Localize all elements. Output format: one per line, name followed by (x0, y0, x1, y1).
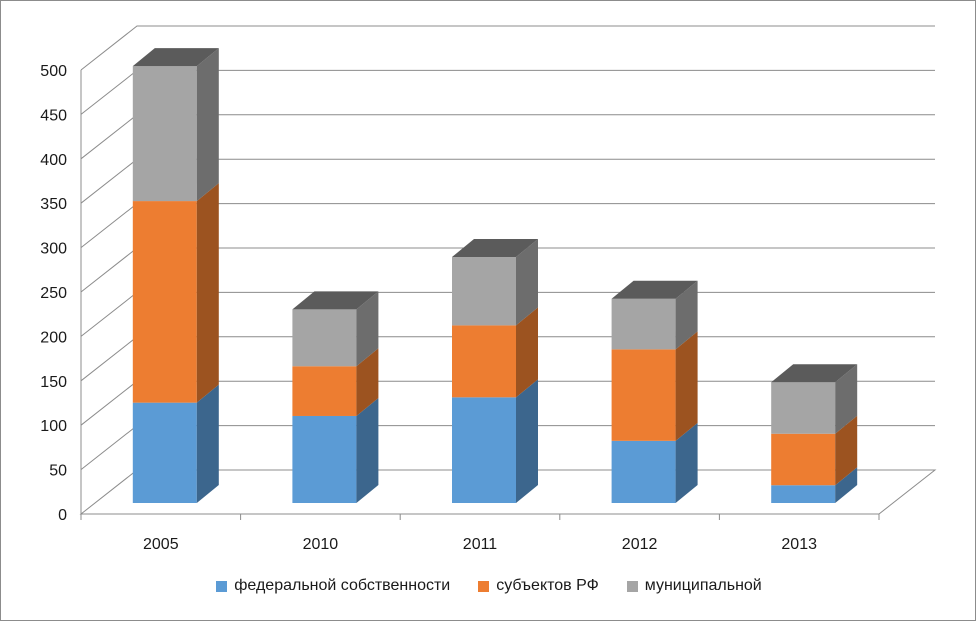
bar-segment (452, 397, 516, 503)
y-tick-label: 500 (40, 63, 67, 80)
y-tick-label: 50 (49, 463, 67, 480)
bar-segment (771, 433, 836, 486)
bar-segment-side (835, 364, 858, 434)
bar-top (611, 280, 698, 299)
y-tick-label: 450 (40, 107, 67, 124)
chart-legend: федеральной собственности субъектов РФ м… (1, 577, 976, 595)
bar-top (292, 291, 379, 310)
bar-segment (611, 298, 676, 350)
x-tick-label: 2011 (463, 536, 498, 553)
x-tick-label: 2010 (303, 536, 339, 553)
bar-segment (292, 309, 357, 367)
bar-segment (452, 325, 516, 398)
bar-segment-side (356, 397, 379, 503)
y-tick-label: 100 (40, 418, 67, 435)
bar-segment (292, 366, 357, 416)
y-tick-label: 350 (40, 196, 67, 213)
legend-item-subjects: субъектов РФ (478, 577, 599, 595)
legend-label-subjects: субъектов РФ (496, 577, 599, 594)
bar-segment (132, 201, 197, 403)
bar-segment (452, 257, 516, 326)
bar-segment-side (196, 48, 219, 202)
legend-swatch-subjects (478, 580, 490, 592)
bar-segment-side (356, 291, 379, 367)
bar-segment-side (356, 348, 379, 416)
legend-item-federal: федеральной собственности (216, 577, 450, 595)
legend-swatch-federal (216, 580, 228, 592)
bar-segment (771, 382, 836, 434)
bar-top (452, 239, 538, 258)
y-tick-label: 200 (40, 329, 67, 346)
legend-swatch-municipal (626, 580, 638, 592)
bar-segment-side (675, 422, 698, 503)
gridline (80, 25, 935, 71)
bar-segment-side (196, 384, 219, 503)
bar-segment-side (516, 307, 538, 398)
bar-segment-side (675, 280, 698, 350)
bar-segment-side (835, 415, 858, 486)
y-tick-label: 150 (40, 374, 67, 391)
bar-top (771, 364, 858, 383)
bar-segment (771, 485, 836, 503)
bar-segment-side (516, 239, 538, 326)
x-tick-label: 2012 (622, 536, 658, 553)
bar-top (132, 48, 219, 67)
y-tick-label: 250 (40, 285, 67, 302)
bar-segment-side (516, 379, 538, 503)
bar-segment (132, 402, 197, 503)
legend-item-municipal: муниципальной (626, 577, 762, 595)
bar-segment (611, 440, 676, 503)
y-tick-label: 300 (40, 241, 67, 258)
x-tick-label: 2005 (143, 536, 179, 553)
bar-segment-side (675, 331, 698, 441)
bar-segment (292, 415, 357, 503)
legend-label-federal: федеральной собственности (234, 577, 451, 594)
y-tick-label: 0 (58, 507, 67, 524)
y-tick-label: 400 (40, 152, 67, 169)
bar-segment (611, 349, 676, 441)
bar-segment (132, 66, 197, 202)
bar-segment-side (196, 183, 219, 403)
x-tick-label: 2013 (781, 536, 817, 553)
legend-label-municipal: муниципальной (644, 577, 762, 594)
bar-segment-side (835, 467, 858, 503)
